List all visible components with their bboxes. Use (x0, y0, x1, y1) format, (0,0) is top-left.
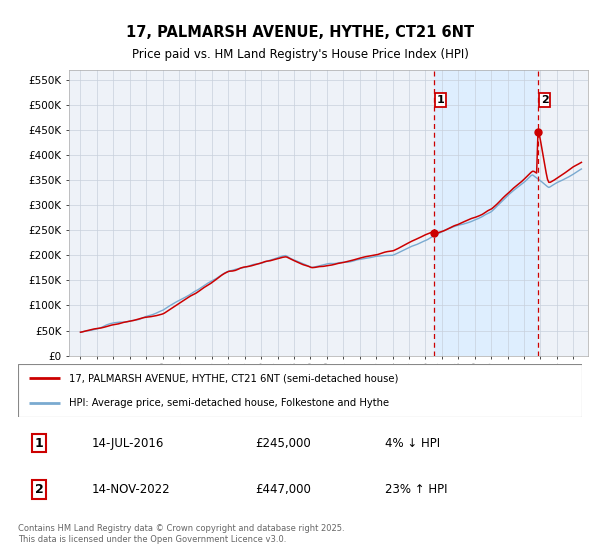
Text: HPI: Average price, semi-detached house, Folkestone and Hythe: HPI: Average price, semi-detached house,… (69, 398, 389, 408)
Text: £447,000: £447,000 (255, 483, 311, 496)
Text: 4% ↓ HPI: 4% ↓ HPI (385, 437, 440, 450)
Text: 17, PALMARSH AVENUE, HYTHE, CT21 6NT: 17, PALMARSH AVENUE, HYTHE, CT21 6NT (126, 25, 474, 40)
Text: 23% ↑ HPI: 23% ↑ HPI (385, 483, 447, 496)
Text: Price paid vs. HM Land Registry's House Price Index (HPI): Price paid vs. HM Land Registry's House … (131, 48, 469, 60)
Text: 2: 2 (35, 483, 44, 496)
Bar (434, 70, 538, 356)
Text: 1: 1 (35, 437, 44, 450)
Text: £245,000: £245,000 (255, 437, 311, 450)
Text: 17, PALMARSH AVENUE, HYTHE, CT21 6NT (semi-detached house): 17, PALMARSH AVENUE, HYTHE, CT21 6NT (se… (69, 374, 398, 384)
Text: 14-JUL-2016: 14-JUL-2016 (91, 437, 164, 450)
Text: 1: 1 (437, 95, 445, 105)
Text: 14-NOV-2022: 14-NOV-2022 (91, 483, 170, 496)
Text: 2: 2 (541, 95, 548, 105)
Text: Contains HM Land Registry data © Crown copyright and database right 2025.
This d: Contains HM Land Registry data © Crown c… (18, 524, 344, 544)
